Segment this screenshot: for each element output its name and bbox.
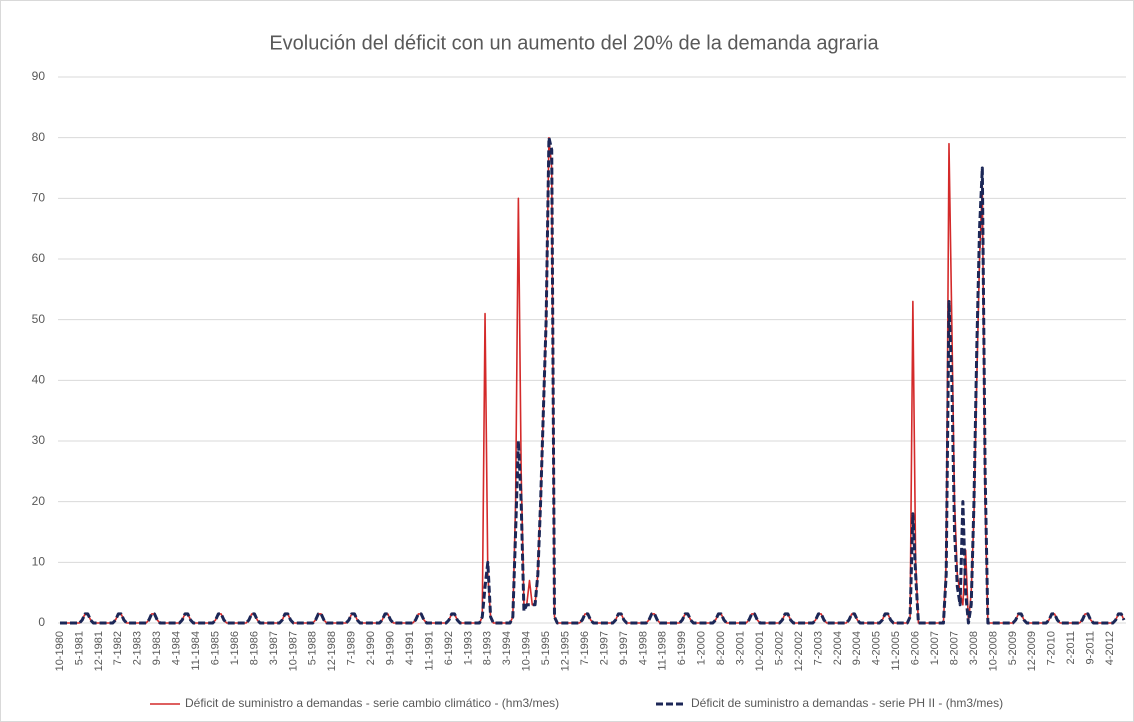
x-tick-label: 6-2006 [910,631,922,665]
x-tick-label: 3-1994 [501,631,513,665]
x-tick-label: 9-1983 [151,631,163,665]
y-tick-label: 10 [32,555,46,569]
x-tick-label: 5-2002 [773,631,785,665]
x-tick-label: 10-1994 [521,631,533,671]
x-tick-label: 6-1992 [443,631,455,665]
x-tick-label: 1-2007 [929,631,941,665]
x-tick-label: 7-1989 [346,631,358,665]
x-tick-label: 3-1987 [268,631,280,665]
x-tick-label: 4-1984 [171,631,183,665]
x-tick-label: 8-1986 [248,631,260,665]
y-tick-label: 0 [38,615,45,629]
x-tick-label: 11-1998 [657,631,669,671]
y-tick-label: 90 [32,69,46,83]
y-tick-label: 50 [32,312,46,326]
chart-title: Evolución del déficit con un aumento del… [269,32,879,54]
x-tick-label: 7-2003 [812,631,824,665]
x-tick-label: 11-2005 [890,631,902,671]
y-tick-label: 40 [32,373,46,387]
x-tick-label: 5-1995 [540,631,552,665]
x-tick-label: 9-1990 [384,631,396,665]
x-tick-label: 12-2002 [793,631,805,671]
x-tick-label: 10-2008 [987,631,999,671]
y-tick-label: 30 [32,433,46,447]
x-tick-label: 6-1985 [209,631,221,665]
x-tick-label: 8-2007 [948,631,960,665]
x-tick-label: 2-1997 [598,631,610,665]
x-tick-label: 2-1983 [132,631,144,665]
x-tick-label: 7-2010 [1046,631,1058,665]
x-tick-label: 12-1981 [93,631,105,671]
x-tick-label: 12-1988 [326,631,338,671]
x-tick-label: 9-2004 [851,631,863,665]
y-tick-label: 80 [32,130,46,144]
x-tick-label: 11-1991 [423,631,435,671]
x-tick-label: 9-2011 [1085,631,1097,664]
series-line [60,136,1126,625]
x-tick-label: 10-1987 [287,631,299,671]
x-tick-label: 7-1982 [112,631,124,665]
x-tick-label: 10-1980 [54,631,66,671]
x-tick-label: 5-1981 [73,631,85,665]
x-tick-label: 4-2005 [871,631,883,665]
x-tick-label: 8-1993 [482,631,494,665]
x-tick-label: 5-1988 [307,631,319,665]
y-tick-label: 20 [32,494,46,508]
x-tick-label: 4-1998 [637,631,649,665]
x-tick-label: 2-2011 [1065,631,1077,664]
x-tick-label: 1-1993 [462,631,474,665]
y-tick-label: 60 [32,251,46,265]
x-tick-label: 2-1990 [365,631,377,665]
x-tick-label: 6-1999 [676,631,688,665]
x-tick-label: 4-1991 [404,631,416,665]
x-tick-label: 5-2009 [1007,631,1019,665]
x-tick-label: 12-1995 [560,631,572,671]
x-tick-label: 7-1996 [579,631,591,665]
x-tick-label: 4-2012 [1104,631,1116,665]
x-tick-label: 2-2004 [832,631,844,665]
x-tick-label: 3-2008 [968,631,980,665]
x-tick-label: 9-1997 [618,631,630,665]
x-tick-label: 12-2009 [1026,631,1038,671]
x-tick-label: 1-2000 [696,631,708,665]
x-tick-label: 3-2001 [735,631,747,665]
x-tick-label: 11-1984 [190,631,202,671]
x-tick-label: 1-1986 [229,631,241,665]
x-tick-label: 8-2000 [715,631,727,665]
y-tick-label: 70 [32,191,46,205]
legend-label: Déficit de suministro a demandas - serie… [185,696,559,710]
legend-label: Déficit de suministro a demandas - serie… [691,696,1003,710]
x-tick-label: 10-2001 [754,631,766,671]
